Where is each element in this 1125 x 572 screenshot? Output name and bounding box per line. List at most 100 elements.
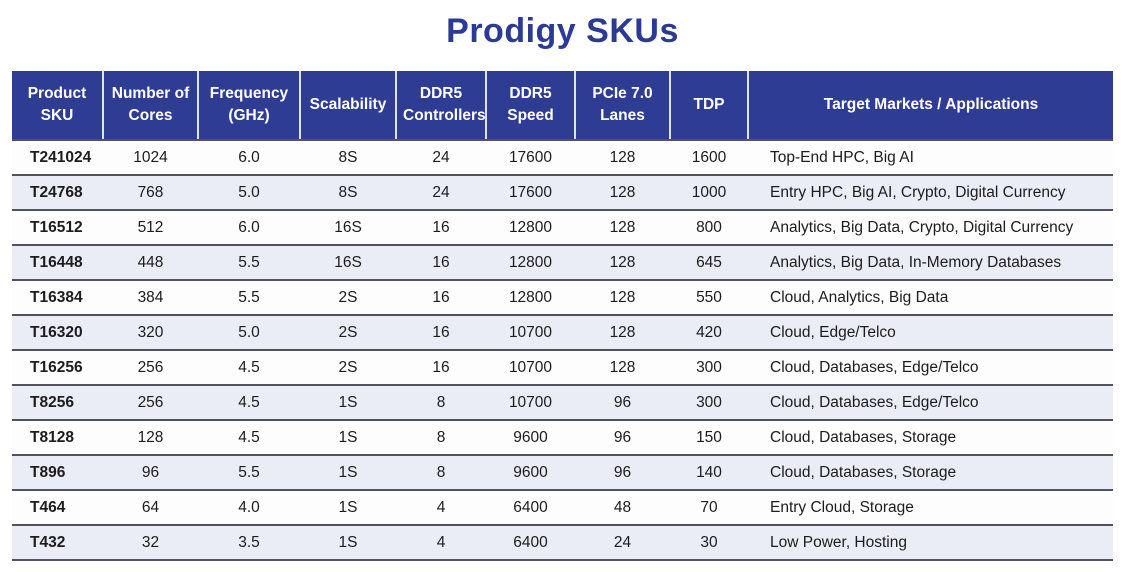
- cell-ddr5-controllers: 8: [396, 385, 486, 421]
- cell-ddr5-controllers: 4: [396, 490, 486, 526]
- cell-target-markets-applications: Analytics, Big Data, Crypto, Digital Cur…: [748, 210, 1113, 246]
- column-header-tdp: TDP: [670, 71, 749, 141]
- cell-number-of-cores: 448: [103, 245, 198, 281]
- cell-frequency-ghz: 6.0: [198, 140, 300, 176]
- cell-target-markets-applications: Cloud, Databases, Edge/Telco: [748, 350, 1113, 386]
- sku-cell: T8256: [12, 385, 103, 421]
- sku-cell: T24768: [12, 175, 103, 211]
- sku-table: Product SKU Number of Cores Frequency (GHz…: [12, 71, 1113, 561]
- cell-target-markets-applications: Cloud, Databases, Edge/Telco: [748, 385, 1113, 421]
- cell-target-markets-applications: Cloud, Edge/Telco: [748, 315, 1113, 351]
- cell-target-markets-applications: Top-End HPC, Big AI: [748, 140, 1113, 176]
- cell-ddr5-speed: 12800: [486, 280, 575, 316]
- cell-tdp: 140: [670, 455, 748, 491]
- cell-pcie-7-0-lanes: 48: [575, 490, 670, 526]
- cell-pcie-7-0-lanes: 96: [575, 420, 670, 456]
- cell-frequency-ghz: 4.5: [198, 385, 300, 421]
- table-row: T8256 256 4.5 1S 8 10700 96 300 Cloud, Databases…: [12, 385, 1113, 421]
- sku-cell: T16512: [12, 210, 103, 246]
- sku-cell: T16448: [12, 245, 103, 281]
- table-row: T16320 320 5.0 2S 16 10700 128 420 Cloud, Edge/T…: [12, 315, 1113, 351]
- cell-number-of-cores: 64: [103, 490, 198, 526]
- cell-target-markets-applications: Cloud, Analytics, Big Data: [748, 280, 1113, 316]
- cell-frequency-ghz: 5.5: [198, 455, 300, 491]
- table-row: T16384 384 5.5 2S 16 12800 128 550 Cloud, Analyt…: [12, 280, 1113, 316]
- cell-tdp: 300: [670, 350, 748, 386]
- cell-target-markets-applications: Cloud, Databases, Storage: [748, 455, 1113, 491]
- column-header-product-sku: Product SKU: [12, 71, 104, 141]
- sku-cell: T432: [12, 525, 103, 561]
- cell-tdp: 70: [670, 490, 748, 526]
- cell-scalability: 2S: [300, 315, 396, 351]
- sku-cell: T241024: [12, 140, 103, 176]
- cell-scalability: 8S: [300, 140, 396, 176]
- cell-ddr5-controllers: 16: [396, 210, 486, 246]
- cell-number-of-cores: 96: [103, 455, 198, 491]
- cell-scalability: 1S: [300, 420, 396, 456]
- cell-number-of-cores: 32: [103, 525, 198, 561]
- cell-ddr5-speed: 9600: [486, 420, 575, 456]
- header-row: Product SKU Number of Cores Frequency (GHz…: [12, 71, 1113, 141]
- cell-pcie-7-0-lanes: 96: [575, 385, 670, 421]
- cell-ddr5-speed: 10700: [486, 315, 575, 351]
- cell-frequency-ghz: 6.0: [198, 210, 300, 246]
- cell-ddr5-speed: 12800: [486, 245, 575, 281]
- cell-scalability: 1S: [300, 490, 396, 526]
- cell-pcie-7-0-lanes: 128: [575, 350, 670, 386]
- sku-cell: T896: [12, 455, 103, 491]
- cell-frequency-ghz: 4.5: [198, 420, 300, 456]
- cell-scalability: 8S: [300, 175, 396, 211]
- table-row: T16512 512 6.0 16S 16 12800 128 800 Analytics, B…: [12, 210, 1113, 246]
- cell-tdp: 1600: [670, 140, 748, 176]
- page-title: Prodigy SKUs: [446, 12, 679, 50]
- cell-scalability: 16S: [300, 210, 396, 246]
- cell-tdp: 30: [670, 525, 748, 561]
- cell-ddr5-controllers: 24: [396, 175, 486, 211]
- cell-target-markets-applications: Entry HPC, Big AI, Crypto, Digital Curre…: [748, 175, 1113, 211]
- cell-pcie-7-0-lanes: 128: [575, 280, 670, 316]
- cell-pcie-7-0-lanes: 24: [575, 525, 670, 561]
- cell-frequency-ghz: 4.5: [198, 350, 300, 386]
- cell-tdp: 150: [670, 420, 748, 456]
- cell-ddr5-controllers: 16: [396, 350, 486, 386]
- cell-frequency-ghz: 4.0: [198, 490, 300, 526]
- cell-ddr5-controllers: 4: [396, 525, 486, 561]
- cell-scalability: 1S: [300, 525, 396, 561]
- sku-cell: T8128: [12, 420, 103, 456]
- cell-scalability: 2S: [300, 280, 396, 316]
- column-header-ddr5-speed: DDR5 Speed: [486, 71, 576, 141]
- cell-frequency-ghz: 5.5: [198, 245, 300, 281]
- cell-scalability: 1S: [300, 385, 396, 421]
- cell-pcie-7-0-lanes: 96: [575, 455, 670, 491]
- cell-number-of-cores: 512: [103, 210, 198, 246]
- sku-cell: T16384: [12, 280, 103, 316]
- cell-ddr5-controllers: 24: [396, 140, 486, 176]
- cell-ddr5-controllers: 16: [396, 280, 486, 316]
- cell-number-of-cores: 320: [103, 315, 198, 351]
- cell-number-of-cores: 256: [103, 350, 198, 386]
- cell-pcie-7-0-lanes: 128: [575, 315, 670, 351]
- cell-tdp: 550: [670, 280, 748, 316]
- cell-scalability: 16S: [300, 245, 396, 281]
- cell-target-markets-applications: Entry Cloud, Storage: [748, 490, 1113, 526]
- cell-frequency-ghz: 3.5: [198, 525, 300, 561]
- cell-tdp: 420: [670, 315, 748, 351]
- cell-pcie-7-0-lanes: 128: [575, 175, 670, 211]
- column-header-number-of-cores: Number of Cores: [103, 71, 199, 141]
- cell-frequency-ghz: 5.0: [198, 175, 300, 211]
- cell-ddr5-speed: 6400: [486, 525, 575, 561]
- cell-ddr5-speed: 17600: [486, 140, 575, 176]
- cell-ddr5-speed: 10700: [486, 350, 575, 386]
- cell-frequency-ghz: 5.0: [198, 315, 300, 351]
- sku-cell: T16320: [12, 315, 103, 351]
- cell-pcie-7-0-lanes: 128: [575, 140, 670, 176]
- table-row: T432 32 3.5 1S 4 6400 24 30 Low Power, Hosting: [12, 525, 1113, 561]
- column-header-pcie-7-0-lanes: PCIe 7.0 Lanes: [575, 71, 671, 141]
- column-header-scalability: Scalability: [300, 71, 397, 141]
- cell-pcie-7-0-lanes: 128: [575, 245, 670, 281]
- cell-ddr5-speed: 9600: [486, 455, 575, 491]
- cell-ddr5-speed: 10700: [486, 385, 575, 421]
- column-header-target-markets-applications: Target Markets / Applications: [748, 71, 1113, 141]
- cell-tdp: 300: [670, 385, 748, 421]
- sku-table-body: T241024 1024 6.0 8S 24 17600 128 1600 Top-End HP…: [12, 140, 1113, 561]
